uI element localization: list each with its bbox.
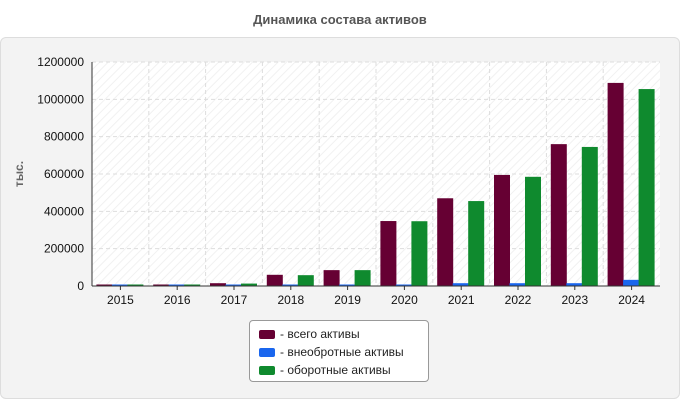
bar-current-assets-2023	[581, 146, 598, 286]
bar-current-assets-2016	[184, 284, 201, 286]
bar-current-assets-2019	[354, 270, 371, 286]
y-tick-label: 800000	[44, 130, 84, 144]
bar-current-assets-2020	[411, 221, 428, 286]
y-tick-label: 1200000	[37, 55, 84, 69]
bar-noncurrent-assets-2016	[168, 284, 185, 286]
y-axis-label: тыс.	[12, 161, 26, 187]
legend-label: - внеобротные активы	[280, 345, 404, 359]
x-tick-label: 2021	[448, 293, 475, 307]
x-tick-label: 2015	[107, 293, 134, 307]
bar-noncurrent-assets-2022	[509, 283, 526, 286]
x-tick-label: 2022	[505, 293, 532, 307]
legend-item-noncurrent-assets: - внеобротные активы	[259, 343, 428, 361]
bar-current-assets-2021	[468, 201, 485, 286]
legend-swatch-total-assets	[259, 329, 275, 339]
bar-current-assets-2015	[127, 284, 144, 286]
bar-current-assets-2024	[638, 89, 655, 286]
bar-current-assets-2022	[525, 176, 541, 286]
bar-total-assets-2019	[323, 270, 340, 286]
bar-current-assets-2018	[297, 275, 314, 286]
legend-swatch-current-assets	[259, 365, 275, 375]
y-tick-label: 400000	[44, 204, 84, 218]
x-tick-label: 2016	[164, 293, 191, 307]
bar-total-assets-2021	[437, 198, 454, 286]
x-tick-label: 2019	[334, 293, 361, 307]
legend: - всего активы - внеобротные активы - об…	[249, 320, 429, 382]
bar-total-assets-2023	[550, 144, 567, 286]
y-tick-label: 0	[77, 279, 84, 293]
legend-label: - оборотные активы	[280, 363, 391, 377]
x-tick-label: 2017	[221, 293, 248, 307]
bar-total-assets-2020	[380, 221, 397, 286]
bar-noncurrent-assets-2018	[282, 284, 299, 286]
bar-noncurrent-assets-2021	[452, 283, 469, 286]
y-tick-label: 1000000	[37, 92, 84, 106]
chart-title: Динамика состава активов	[253, 12, 427, 27]
bar-total-assets-2024	[607, 82, 624, 286]
bar-noncurrent-assets-2017	[225, 284, 242, 286]
bar-total-assets-2017	[210, 283, 226, 286]
legend-label: - всего активы	[280, 327, 360, 341]
bar-total-assets-2016	[153, 284, 170, 286]
bar-noncurrent-assets-2023	[566, 283, 583, 286]
legend-item-total-assets: - всего активы	[259, 325, 428, 343]
x-tick-label: 2024	[618, 293, 645, 307]
x-tick-label: 2023	[561, 293, 588, 307]
bar-current-assets-2017	[241, 283, 257, 286]
bar-noncurrent-assets-2015	[111, 284, 128, 286]
bar-noncurrent-assets-2024	[623, 279, 640, 286]
bar-noncurrent-assets-2019	[339, 284, 356, 286]
y-tick-label: 600000	[44, 167, 84, 181]
x-tick-label: 2018	[277, 293, 304, 307]
bar-total-assets-2018	[266, 274, 283, 286]
bar-noncurrent-assets-2020	[395, 284, 412, 286]
bar-total-assets-2015	[96, 284, 113, 286]
y-tick-label: 200000	[44, 242, 84, 256]
bar-total-assets-2022	[494, 174, 510, 286]
x-tick-label: 2020	[391, 293, 418, 307]
legend-item-current-assets: - оборотные активы	[259, 361, 428, 379]
legend-swatch-noncurrent-assets	[259, 347, 275, 357]
